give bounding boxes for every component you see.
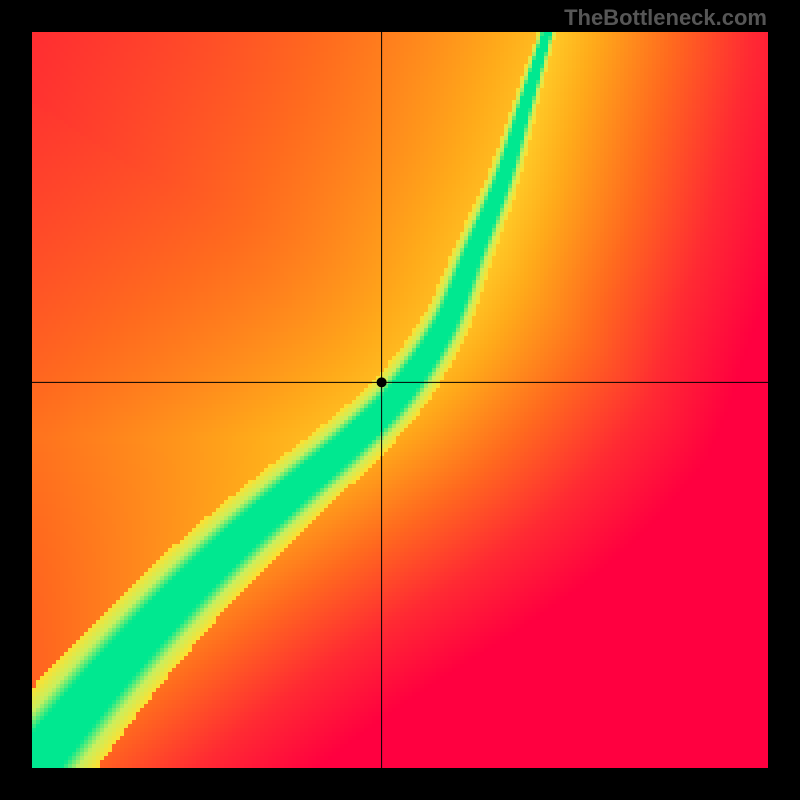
bottleneck-heatmap <box>32 32 768 768</box>
chart-container: TheBottleneck.com <box>0 0 800 800</box>
watermark-text: TheBottleneck.com <box>564 5 767 31</box>
